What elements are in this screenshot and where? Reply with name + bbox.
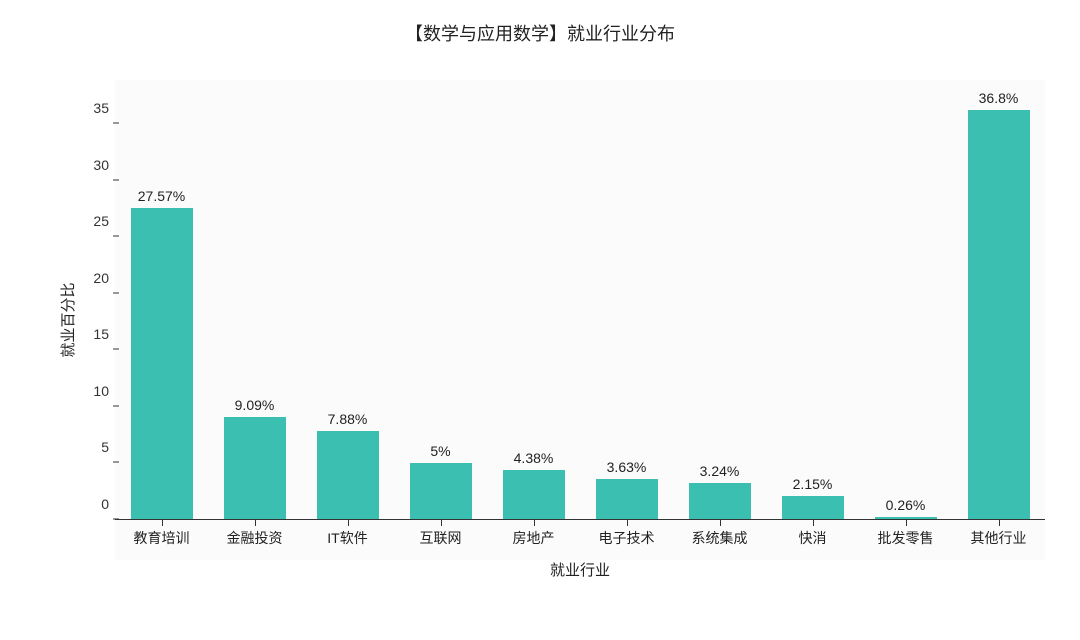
bar-value-label: 9.09% [235, 397, 275, 413]
x-tick-mark [162, 520, 163, 526]
x-tick-mark [534, 520, 535, 526]
x-tick-label: 教育培训 [115, 528, 208, 548]
x-tick-label: 互联网 [394, 528, 487, 548]
x-labels-group: 教育培训金融投资IT软件互联网房地产电子技术系统集成快消批发零售其他行业 [115, 528, 1045, 548]
x-tick-label: 批发零售 [859, 528, 952, 548]
y-tick-label: 20 [75, 270, 109, 286]
bar [782, 496, 844, 520]
bar-wrap: 36.8% [952, 90, 1045, 520]
x-tick-mark [813, 520, 814, 526]
bar-value-label: 36.8% [979, 90, 1019, 106]
y-axis-title: 就业百分比 [57, 282, 78, 357]
bar [596, 479, 658, 520]
y-tick-label: 5 [75, 439, 109, 455]
chart-container: 就业百分比 05101520253035 27.57%9.09%7.88%5%4… [115, 80, 1045, 560]
bar-wrap: 27.57% [115, 90, 208, 520]
x-tick-label: 金融投资 [208, 528, 301, 548]
x-tick-label: 快消 [766, 528, 859, 548]
bar-wrap: 4.38% [487, 90, 580, 520]
bar [131, 208, 193, 520]
bar [410, 463, 472, 520]
bar-wrap: 0.26% [859, 90, 952, 520]
bar-wrap: 2.15% [766, 90, 859, 520]
x-tick-mark [999, 520, 1000, 526]
x-tick-mark [441, 520, 442, 526]
bar-value-label: 0.26% [886, 497, 926, 513]
x-axis-line [115, 519, 1045, 520]
chart-title: 【数学与应用数学】就业行业分布 [0, 0, 1080, 46]
bar-value-label: 5% [430, 443, 450, 459]
x-tick-mark [720, 520, 721, 526]
x-tick-label: 电子技术 [580, 528, 673, 548]
y-tick-label: 0 [75, 496, 109, 512]
bar [317, 431, 379, 520]
x-axis-title: 就业行业 [115, 559, 1045, 580]
bar-value-label: 2.15% [793, 476, 833, 492]
bar-wrap: 5% [394, 90, 487, 520]
bar-wrap: 9.09% [208, 90, 301, 520]
y-tick-label: 35 [75, 100, 109, 116]
bar-wrap: 3.63% [580, 90, 673, 520]
x-tick-label: 系统集成 [673, 528, 766, 548]
y-tick-label: 25 [75, 213, 109, 229]
bar [224, 417, 286, 520]
bar-wrap: 3.24% [673, 90, 766, 520]
y-tick-label: 15 [75, 326, 109, 342]
y-tick-label: 30 [75, 157, 109, 173]
bar-value-label: 3.24% [700, 463, 740, 479]
plot-area: 05101520253035 27.57%9.09%7.88%5%4.38%3.… [115, 90, 1045, 520]
x-tick-mark [627, 520, 628, 526]
bar [968, 110, 1030, 520]
y-tick-label: 10 [75, 383, 109, 399]
bar-value-label: 3.63% [607, 459, 647, 475]
x-tick-mark [906, 520, 907, 526]
x-tick-label: 其他行业 [952, 528, 1045, 548]
x-tick-mark [348, 520, 349, 526]
x-tick-mark [255, 520, 256, 526]
bar [503, 470, 565, 520]
bar-value-label: 7.88% [328, 411, 368, 427]
x-tick-label: 房地产 [487, 528, 580, 548]
bar-value-label: 27.57% [138, 188, 185, 204]
bar-value-label: 4.38% [514, 450, 554, 466]
x-tick-label: IT软件 [301, 528, 394, 548]
bar [689, 483, 751, 520]
bars-group: 27.57% 9.09% 7.88% 5% 4.38% 3.63% 3.24% 2.15% 0.… [115, 90, 1045, 520]
bar-wrap: 7.88% [301, 90, 394, 520]
